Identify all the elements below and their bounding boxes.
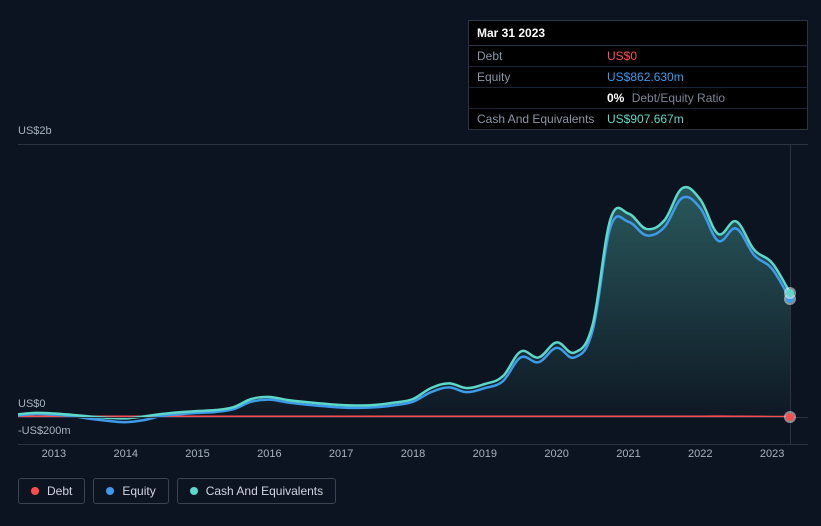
legend-dot-icon: [31, 487, 39, 495]
tooltip-equity-value: US$862.630m: [607, 70, 684, 84]
gridline: [18, 144, 808, 145]
tooltip-cash-label: Cash And Equivalents: [477, 112, 607, 126]
x-axis-tick-label: 2016: [257, 448, 281, 460]
legend-dot-icon: [106, 487, 114, 495]
x-axis-tick-label: 2015: [185, 448, 209, 460]
cash-end-marker: [786, 289, 794, 297]
tooltip-equity-label: Equity: [477, 70, 607, 84]
cash-area-fill: [18, 187, 790, 418]
gridline: [18, 444, 808, 445]
x-axis-tick-label: 2014: [113, 448, 137, 460]
x-axis-tick-label: 2013: [42, 448, 66, 460]
tooltip-row-cash: Cash And Equivalents US$907.667m: [469, 109, 807, 129]
financial-chart[interactable]: US$2bUS$0-US$200m 2013201420152016201720…: [18, 116, 808, 516]
tooltip-row-debt: Debt US$0: [469, 46, 807, 67]
gridline: [18, 417, 808, 418]
chart-plot-area[interactable]: [18, 144, 808, 444]
legend-dot-icon: [190, 487, 198, 495]
legend-label: Cash And Equivalents: [206, 484, 323, 498]
x-axis-tick-label: 2019: [473, 448, 497, 460]
x-axis-labels: 2013 2014 2015 2016 2017 2018 2019 2020 2021 2022…: [18, 448, 808, 466]
legend-item-debt[interactable]: Debt: [18, 478, 85, 504]
chart-svg: [18, 144, 808, 444]
x-axis-tick-label: 2022: [688, 448, 712, 460]
legend-item-cash[interactable]: Cash And Equivalents: [177, 478, 336, 504]
tooltip-ratio-label: Debt/Equity Ratio: [632, 91, 725, 105]
x-axis-tick-label: 2018: [401, 448, 425, 460]
legend-label: Equity: [122, 484, 155, 498]
tooltip-cash-value: US$907.667m: [607, 112, 684, 126]
legend-item-equity[interactable]: Equity: [93, 478, 168, 504]
tooltip-date: Mar 31 2023: [469, 21, 807, 46]
tooltip-debt-value: US$0: [607, 49, 637, 63]
tooltip-debt-label: Debt: [477, 49, 607, 63]
x-axis-tick-label: 2023: [760, 448, 784, 460]
tooltip-ratio-pct: 0%: [607, 91, 624, 105]
tooltip-ratio-spacer: [477, 91, 607, 105]
chart-legend: Debt Equity Cash And Equivalents: [18, 478, 336, 504]
chart-tooltip: Mar 31 2023 Debt US$0 Equity US$862.630m…: [468, 20, 808, 130]
y-axis-tick-label: US$2b: [18, 125, 52, 137]
x-axis-tick-label: 2017: [329, 448, 353, 460]
debt-end-marker: [786, 413, 794, 421]
tooltip-row-ratio: 0% Debt/Equity Ratio: [469, 88, 807, 109]
legend-label: Debt: [47, 484, 72, 498]
x-axis-tick-label: 2020: [544, 448, 568, 460]
tooltip-row-equity: Equity US$862.630m: [469, 67, 807, 88]
x-axis-tick-label: 2021: [616, 448, 640, 460]
